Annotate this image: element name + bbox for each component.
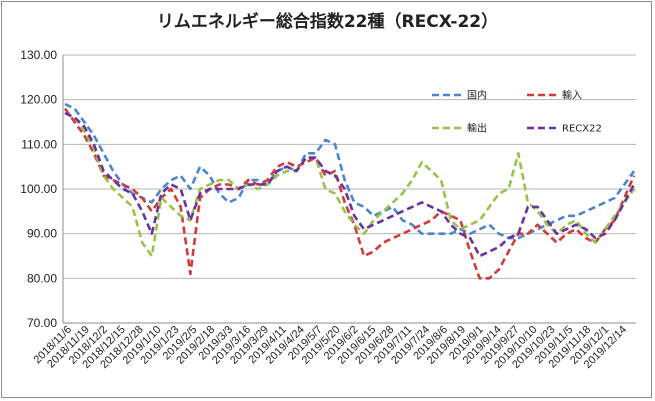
legend-label: 国内 [467,89,487,102]
y-tick-label: 80.00 [27,271,57,285]
chart-title: リムエネルギー総合指数22種（RECX-22） [156,12,499,32]
series-line-輸出 [64,111,636,258]
series-line-国内 [64,102,636,240]
y-axis-ticks: 130.00 120.00 110.00 100.00 90.00 80.00 70.00 [20,48,57,330]
y-tick-label: 90.00 [27,227,57,241]
y-tick-label: 130.00 [20,48,57,62]
series-line-RECX22 [64,111,636,258]
series-line-輸入 [63,107,636,280]
legend-label: 輸出 [467,122,487,135]
legend-label: RECX22 [562,124,602,135]
y-tick-label: 110.00 [21,137,57,151]
series-lines [63,102,636,280]
gridlines [62,54,636,324]
y-tick-label: 120.00 [20,93,57,107]
legend-label: 輸入 [562,89,582,102]
x-axis-ticks: 2018/11/62018/11/192018/12/22018/12/1520… [32,324,630,371]
y-tick-label: 70.00 [27,316,57,330]
y-tick-label: 100.00 [20,182,57,196]
